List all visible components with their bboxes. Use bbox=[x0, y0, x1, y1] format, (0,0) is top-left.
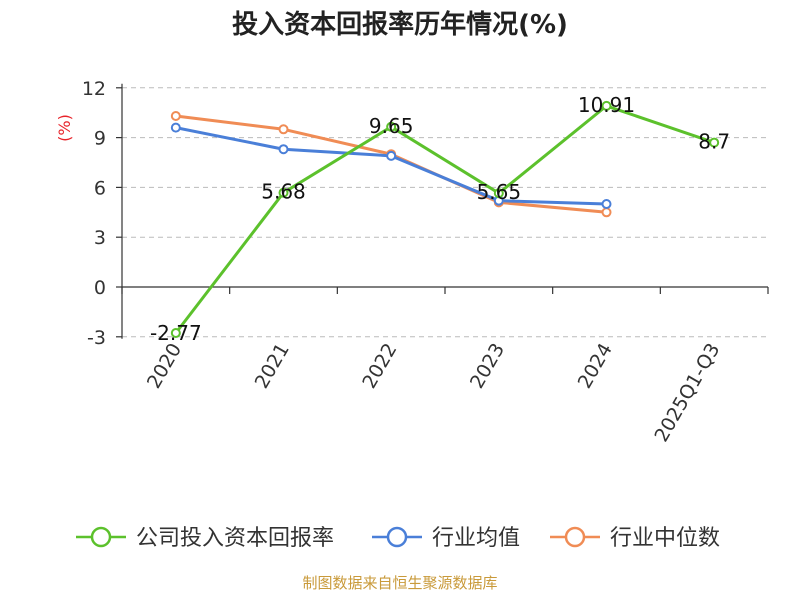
data-point bbox=[493, 188, 504, 199]
data-label: 5.68 bbox=[261, 180, 306, 204]
data-point bbox=[386, 150, 397, 161]
data-label: 10.91 bbox=[578, 93, 635, 117]
chart-title: 投入资本回报率历年情况(%) bbox=[232, 9, 568, 40]
y-tick-label: 9 bbox=[94, 128, 106, 150]
data-label: 8.7 bbox=[698, 130, 730, 154]
y-tick-label: 6 bbox=[94, 177, 106, 199]
series-lines bbox=[174, 104, 715, 334]
legend: 公司投入资本回报率 行业均值 行业中位数 bbox=[76, 526, 720, 551]
x-tick-label: 2020 bbox=[143, 340, 186, 393]
x-tick-label: 2022 bbox=[358, 340, 401, 393]
x-tick-label: 2025Q1-Q3 bbox=[650, 340, 724, 446]
x-tick-labels: 2020 2021 2022 2023 2024 2025Q1-Q3 bbox=[143, 340, 725, 446]
gridlines bbox=[122, 87, 768, 338]
data-label: 5.65 bbox=[477, 180, 522, 204]
axes bbox=[116, 83, 769, 339]
x-tick-label: 2023 bbox=[466, 340, 509, 393]
data-point bbox=[170, 122, 181, 133]
data-point bbox=[278, 124, 289, 135]
data-point bbox=[278, 187, 289, 198]
data-label: -2.77 bbox=[150, 321, 202, 345]
data-point bbox=[601, 100, 612, 111]
series-points bbox=[170, 100, 720, 338]
data-label: 9.65 bbox=[369, 114, 414, 138]
y-axis-label: (%) bbox=[55, 114, 74, 142]
y-tick-label: 12 bbox=[82, 78, 106, 100]
y-tick-label: 0 bbox=[94, 277, 106, 299]
data-point bbox=[170, 327, 181, 338]
legend-label: 行业均值 bbox=[432, 526, 520, 551]
legend-marker bbox=[386, 526, 408, 548]
data-point bbox=[601, 207, 612, 218]
legend-marker bbox=[90, 526, 112, 548]
data-point bbox=[386, 121, 397, 132]
series-line-0 bbox=[174, 104, 715, 334]
y-tick-label: -3 bbox=[87, 327, 106, 349]
data-point bbox=[709, 137, 720, 148]
data-point bbox=[170, 111, 181, 122]
data-labels: -2.77 5.68 9.65 5.65 10.91 8.7 bbox=[150, 93, 730, 345]
y-tick-labels: -3 0 3 6 9 12 bbox=[82, 78, 106, 349]
legend-label: 行业中位数 bbox=[610, 526, 720, 551]
legend-label: 公司投入资本回报率 bbox=[136, 526, 334, 551]
data-point bbox=[278, 144, 289, 155]
series-line-1 bbox=[175, 126, 607, 206]
x-tick-label: 2021 bbox=[251, 340, 294, 393]
source-note: 制图数据来自恒生聚源数据库 bbox=[302, 574, 497, 592]
y-tick-label: 3 bbox=[94, 227, 106, 249]
x-tick-label: 2024 bbox=[574, 340, 617, 393]
legend-marker bbox=[564, 526, 586, 548]
data-point bbox=[601, 199, 612, 209]
